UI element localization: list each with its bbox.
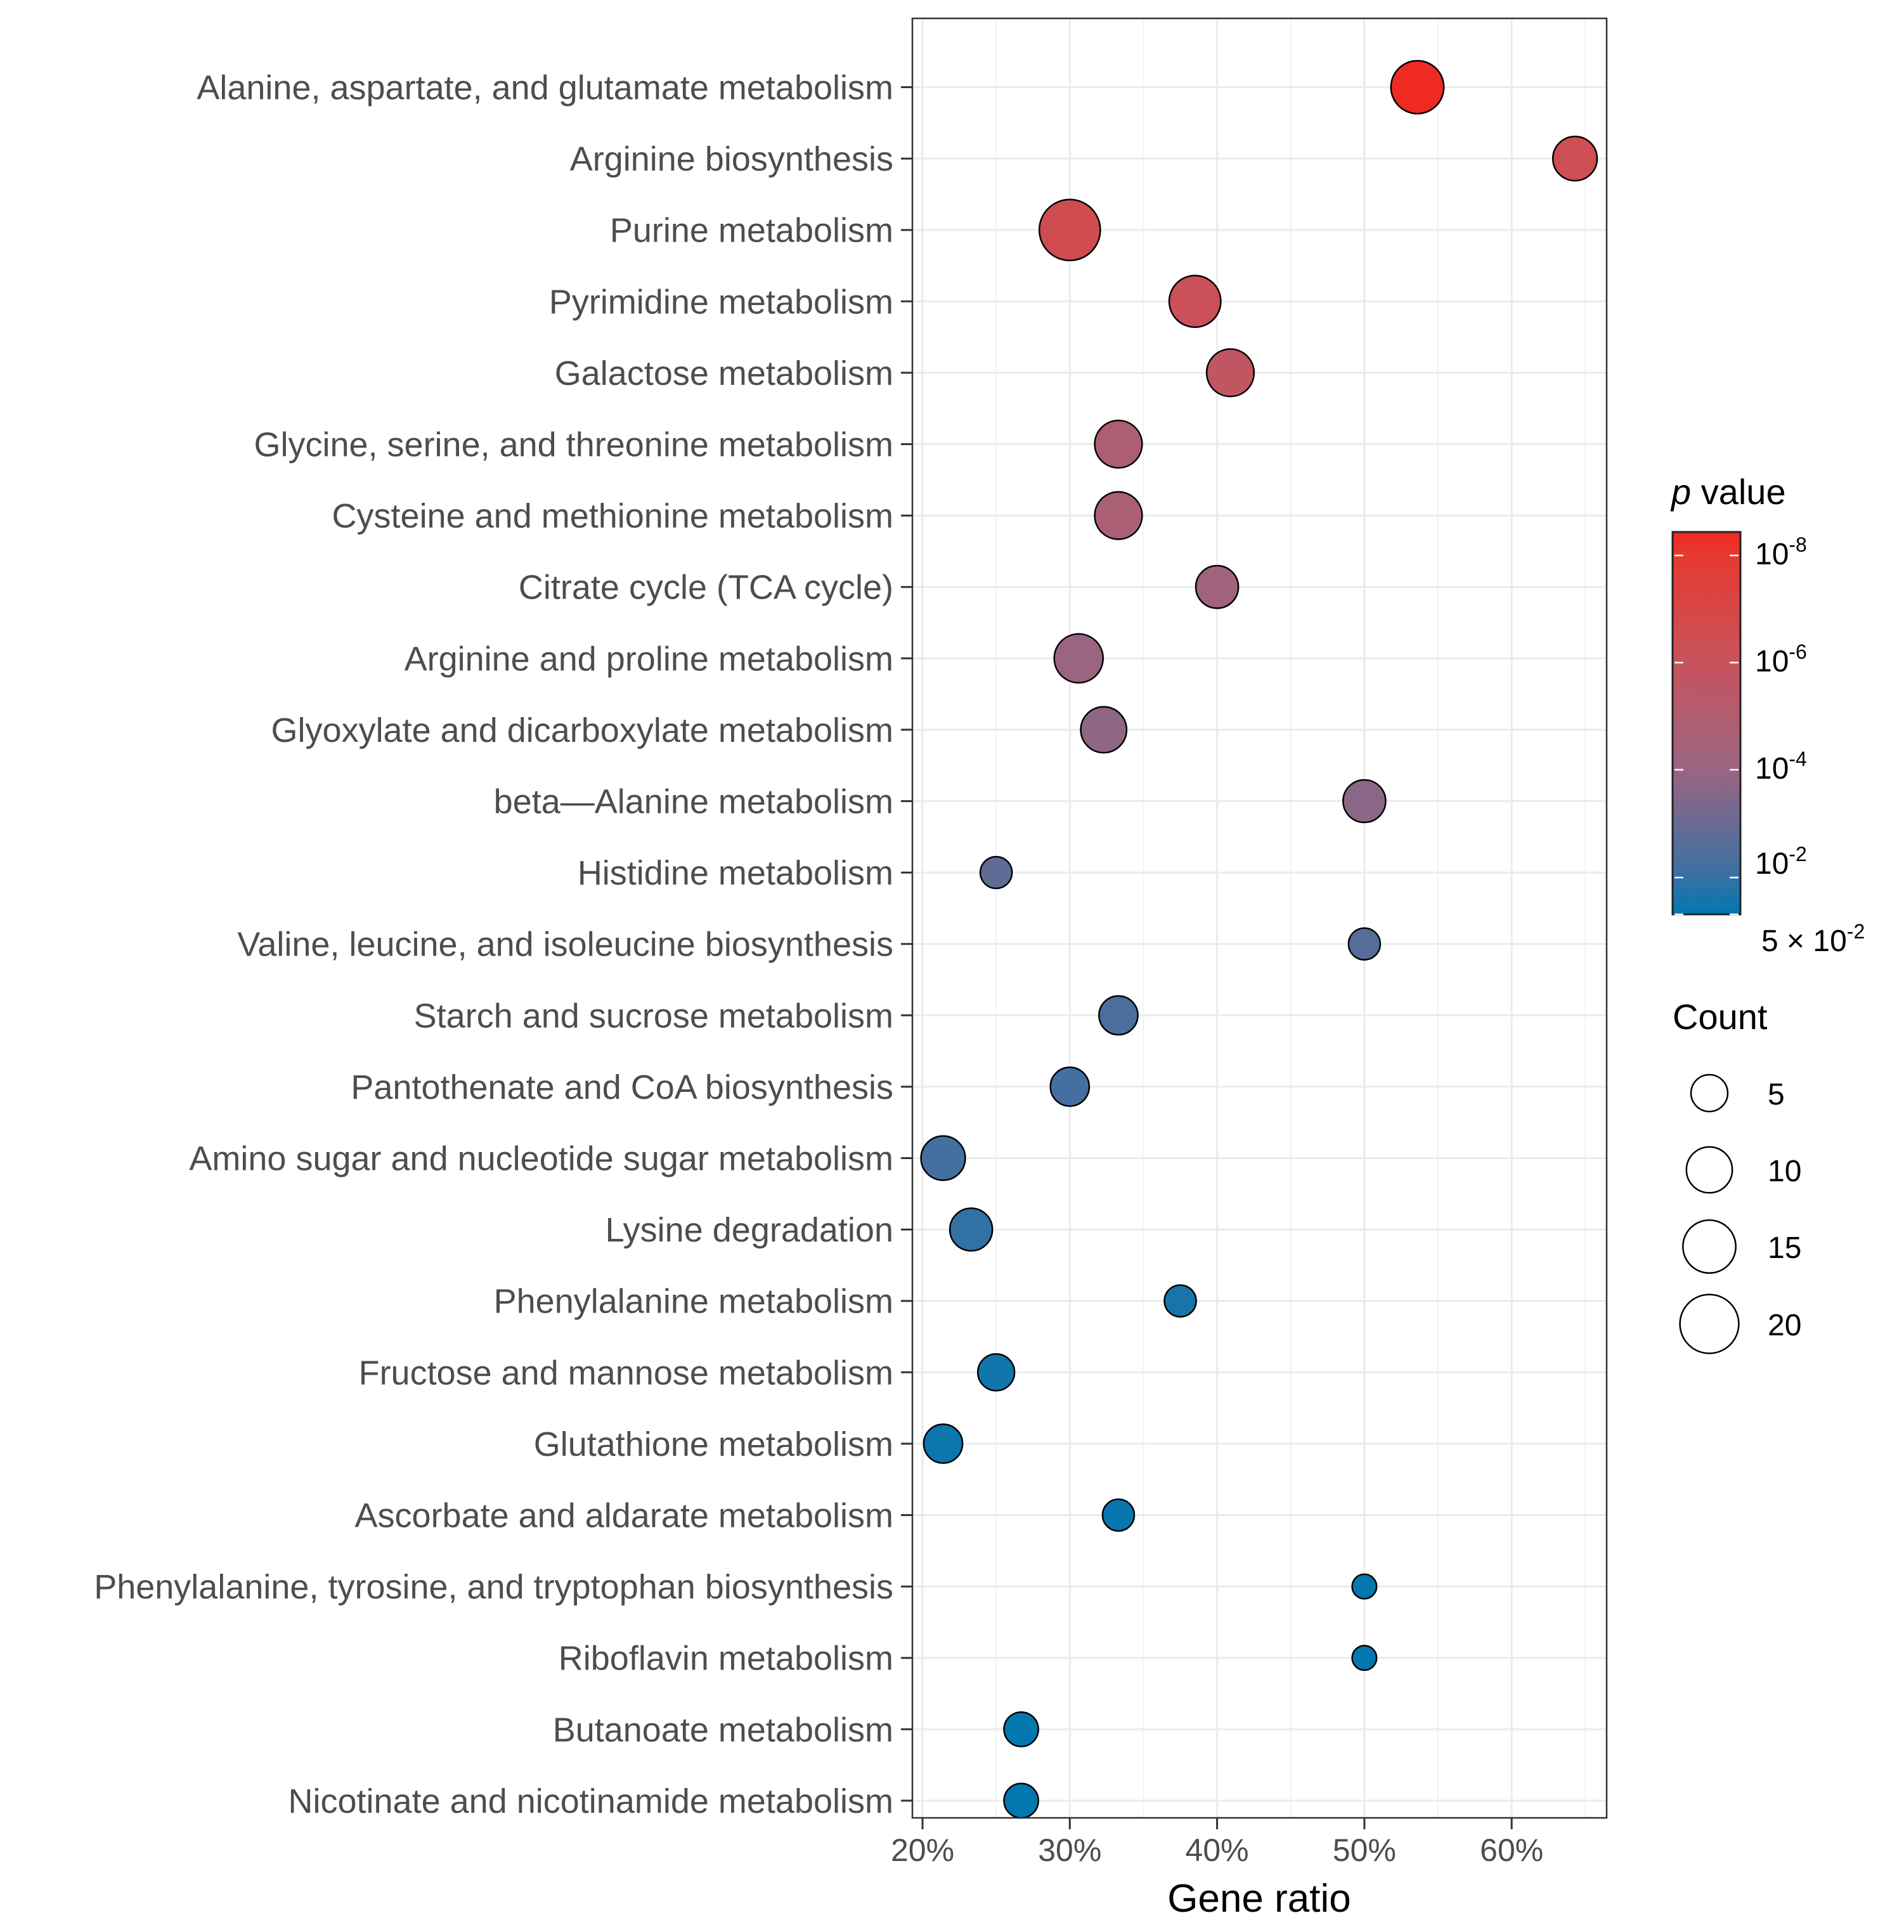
count-legend-key (1679, 1293, 1740, 1354)
y-category-label: Riboflavin metabolism (559, 1640, 893, 1678)
data-points (920, 60, 1598, 1819)
y-category-label: Glyoxylate and dicarboxylate metabolism (271, 711, 893, 749)
data-point (979, 855, 1013, 890)
data-point (1049, 1066, 1091, 1107)
colorbar-tick-exponent: -4 (1789, 748, 1806, 770)
data-point (1080, 706, 1128, 754)
data-point (1205, 348, 1255, 398)
y-category-label: Alanine, aspartate, and glutamate metabo… (197, 69, 893, 107)
data-point (1098, 995, 1139, 1036)
y-category-label: Histidine metabolism (578, 854, 893, 892)
y-category-label: Pyrimidine metabolism (549, 283, 893, 321)
y-category-label: Pantothenate and CoA biosynthesis (351, 1068, 893, 1106)
y-category-label: Lysine degradation (606, 1211, 893, 1249)
colorbar-tick-exponent: -2 (1789, 843, 1806, 866)
count-legend-label: 5 (1768, 1078, 1785, 1112)
colorbar-tick-base: 10 (1755, 752, 1789, 786)
p-value-legend-title: p value (1670, 472, 1786, 512)
colorbar-tick-label: 10-2 (1755, 843, 1807, 881)
y-category-label: Nicotinate and nicotinamide metabolism (288, 1782, 894, 1820)
y-category-label: Arginine and proline metabolism (405, 640, 893, 678)
x-axis: 20% 30% 40% 50% 60% (891, 1818, 1543, 1868)
x-tick-label: 50% (1333, 1832, 1396, 1868)
y-category-label: Purine metabolism (610, 212, 893, 250)
y-category-label: Phenylalanine metabolism (494, 1283, 893, 1321)
colorbar-tick-label: 5 × 10-2 (1761, 920, 1865, 958)
data-point (1347, 927, 1382, 961)
colorbar-tick-base: 10 (1755, 645, 1789, 678)
count-legend-label: 20 (1768, 1309, 1801, 1342)
data-point (1094, 491, 1143, 540)
p-value-legend-title-rest: value (1691, 472, 1785, 512)
count-legend-title: Count (1673, 997, 1768, 1037)
y-category-label: Glutathione metabolism (534, 1425, 893, 1463)
count-legend: Count 5 10 15 20 (1673, 997, 1801, 1354)
colorbar-tick-base: 10 (1755, 847, 1789, 881)
data-point (1195, 564, 1240, 609)
y-category-label: Glycine, serine, and threonine metabolis… (254, 426, 893, 464)
data-point (949, 1207, 994, 1252)
colorbar-tick-exponent: -6 (1789, 640, 1806, 663)
data-point (976, 1353, 1016, 1392)
x-tick-label: 60% (1480, 1832, 1543, 1868)
colorbar-tick-exponent: -8 (1789, 533, 1806, 556)
data-point (1351, 1573, 1378, 1600)
y-category-label: Cysteine and methionine metabolism (332, 497, 893, 535)
p-value-legend: p value 10-810-610-410-25 × 10-2 (1670, 472, 1865, 958)
y-category-label: beta—Alanine metabolism (494, 783, 893, 821)
count-legend-key (1682, 1219, 1737, 1274)
y-category-label: Amino sugar and nucleotide sugar metabol… (189, 1140, 893, 1178)
data-point (1163, 1284, 1197, 1318)
y-category-label: Arginine biosynthesis (570, 140, 893, 178)
p-value-colorbar (1671, 531, 1742, 916)
data-point (1342, 779, 1387, 824)
x-tick-label: 20% (891, 1832, 954, 1868)
y-category-label: Phenylalanine, tyrosine, and tryptophan … (94, 1568, 893, 1606)
y-category-label: Starch and sucrose metabolism (414, 997, 893, 1035)
data-point (1094, 419, 1143, 469)
data-point (923, 1423, 964, 1464)
y-category-label: Fructose and mannose metabolism (359, 1354, 893, 1392)
y-category-label: Valine, leucine, and isoleucine biosynth… (237, 926, 893, 964)
count-legend-key (1690, 1073, 1729, 1113)
count-legend-label: 10 (1768, 1155, 1801, 1188)
colorbar-tick-label: 10-4 (1755, 748, 1807, 786)
y-axis: Alanine, aspartate, and glutamate metabo… (94, 69, 912, 1820)
y-category-label: Butanoate metabolism (553, 1711, 893, 1749)
x-tick-label: 40% (1186, 1832, 1249, 1868)
data-point (1551, 135, 1598, 182)
colorbar-tick-label: 10-8 (1755, 533, 1807, 571)
data-point (1003, 1782, 1039, 1819)
data-point (1101, 1498, 1136, 1532)
grid-lines (912, 18, 1607, 1818)
y-category-label: Ascorbate and aldarate metabolism (355, 1497, 893, 1535)
colorbar-tick-base: 5 × 10 (1761, 924, 1847, 958)
panel-border (911, 17, 1608, 1819)
x-tick-label: 30% (1038, 1832, 1101, 1868)
data-point (1003, 1711, 1039, 1747)
data-point (920, 1135, 966, 1181)
panel-background (912, 18, 1607, 1818)
data-point (1168, 275, 1222, 328)
data-point (1038, 198, 1101, 262)
data-point (1053, 633, 1104, 684)
y-category-label: Citrate cycle (TCA cycle) (519, 569, 893, 607)
y-category-label: Galactose metabolism (555, 354, 893, 392)
x-axis-title: Gene ratio (1167, 1877, 1351, 1921)
p-value-legend-title-italic: p (1670, 472, 1691, 512)
colorbar-tick-exponent: -2 (1847, 920, 1865, 943)
data-point (1351, 1645, 1378, 1671)
data-point (1390, 60, 1445, 115)
colorbar-tick-label: 10-6 (1755, 640, 1807, 678)
colorbar-tick-base: 10 (1755, 538, 1789, 571)
count-legend-key (1685, 1146, 1733, 1194)
count-legend-label: 15 (1768, 1231, 1801, 1265)
